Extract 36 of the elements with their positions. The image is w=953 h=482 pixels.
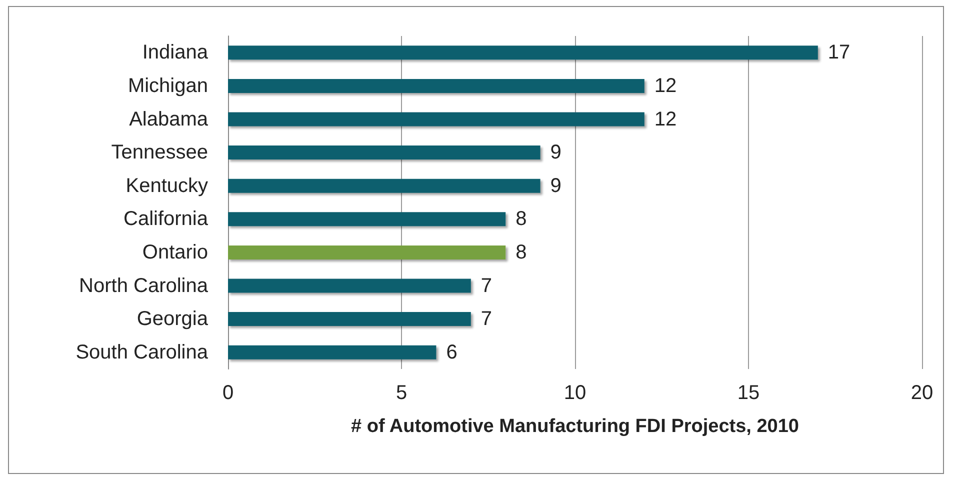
x-axis-title: # of Automotive Manufacturing FDI Projects, 2010 bbox=[351, 416, 799, 437]
data-label: 7 bbox=[480, 308, 492, 330]
bar bbox=[228, 312, 471, 326]
x-tick-label: 10 bbox=[564, 382, 586, 404]
y-tick-label: South Carolina bbox=[76, 341, 209, 364]
data-label: 6 bbox=[446, 341, 458, 364]
data-label: 7 bbox=[480, 274, 492, 297]
y-tick-label: Kentucky bbox=[126, 174, 208, 197]
y-tick-label: North Carolina bbox=[79, 274, 209, 297]
x-tick-label: 0 bbox=[222, 382, 234, 404]
y-tick-label: Alabama bbox=[129, 108, 209, 130]
bar bbox=[228, 146, 540, 160]
data-label: 12 bbox=[654, 74, 677, 97]
data-label: 9 bbox=[550, 142, 562, 164]
bar bbox=[228, 212, 506, 226]
y-tick-label: Michigan bbox=[128, 74, 208, 97]
y-tick-label: California bbox=[124, 208, 209, 230]
bar bbox=[228, 278, 471, 293]
bar bbox=[228, 178, 540, 193]
bar bbox=[228, 46, 818, 60]
bar bbox=[228, 112, 644, 126]
bar bbox=[228, 345, 436, 360]
data-label: 17 bbox=[828, 42, 850, 64]
y-tick-label: Indiana bbox=[142, 42, 209, 64]
x-tick-label: 5 bbox=[396, 382, 408, 404]
x-tick-label: 20 bbox=[910, 382, 934, 404]
data-label: 8 bbox=[516, 241, 527, 264]
data-label: 8 bbox=[516, 208, 527, 230]
bar bbox=[228, 78, 644, 93]
y-tick-label: Tennessee bbox=[111, 142, 208, 164]
y-tick-label: Georgia bbox=[136, 308, 209, 330]
bar bbox=[228, 245, 506, 260]
data-label: 9 bbox=[550, 174, 562, 197]
x-tick-label: 15 bbox=[737, 382, 760, 404]
y-tick-label: Ontario bbox=[142, 241, 208, 264]
data-label: 12 bbox=[654, 108, 677, 130]
